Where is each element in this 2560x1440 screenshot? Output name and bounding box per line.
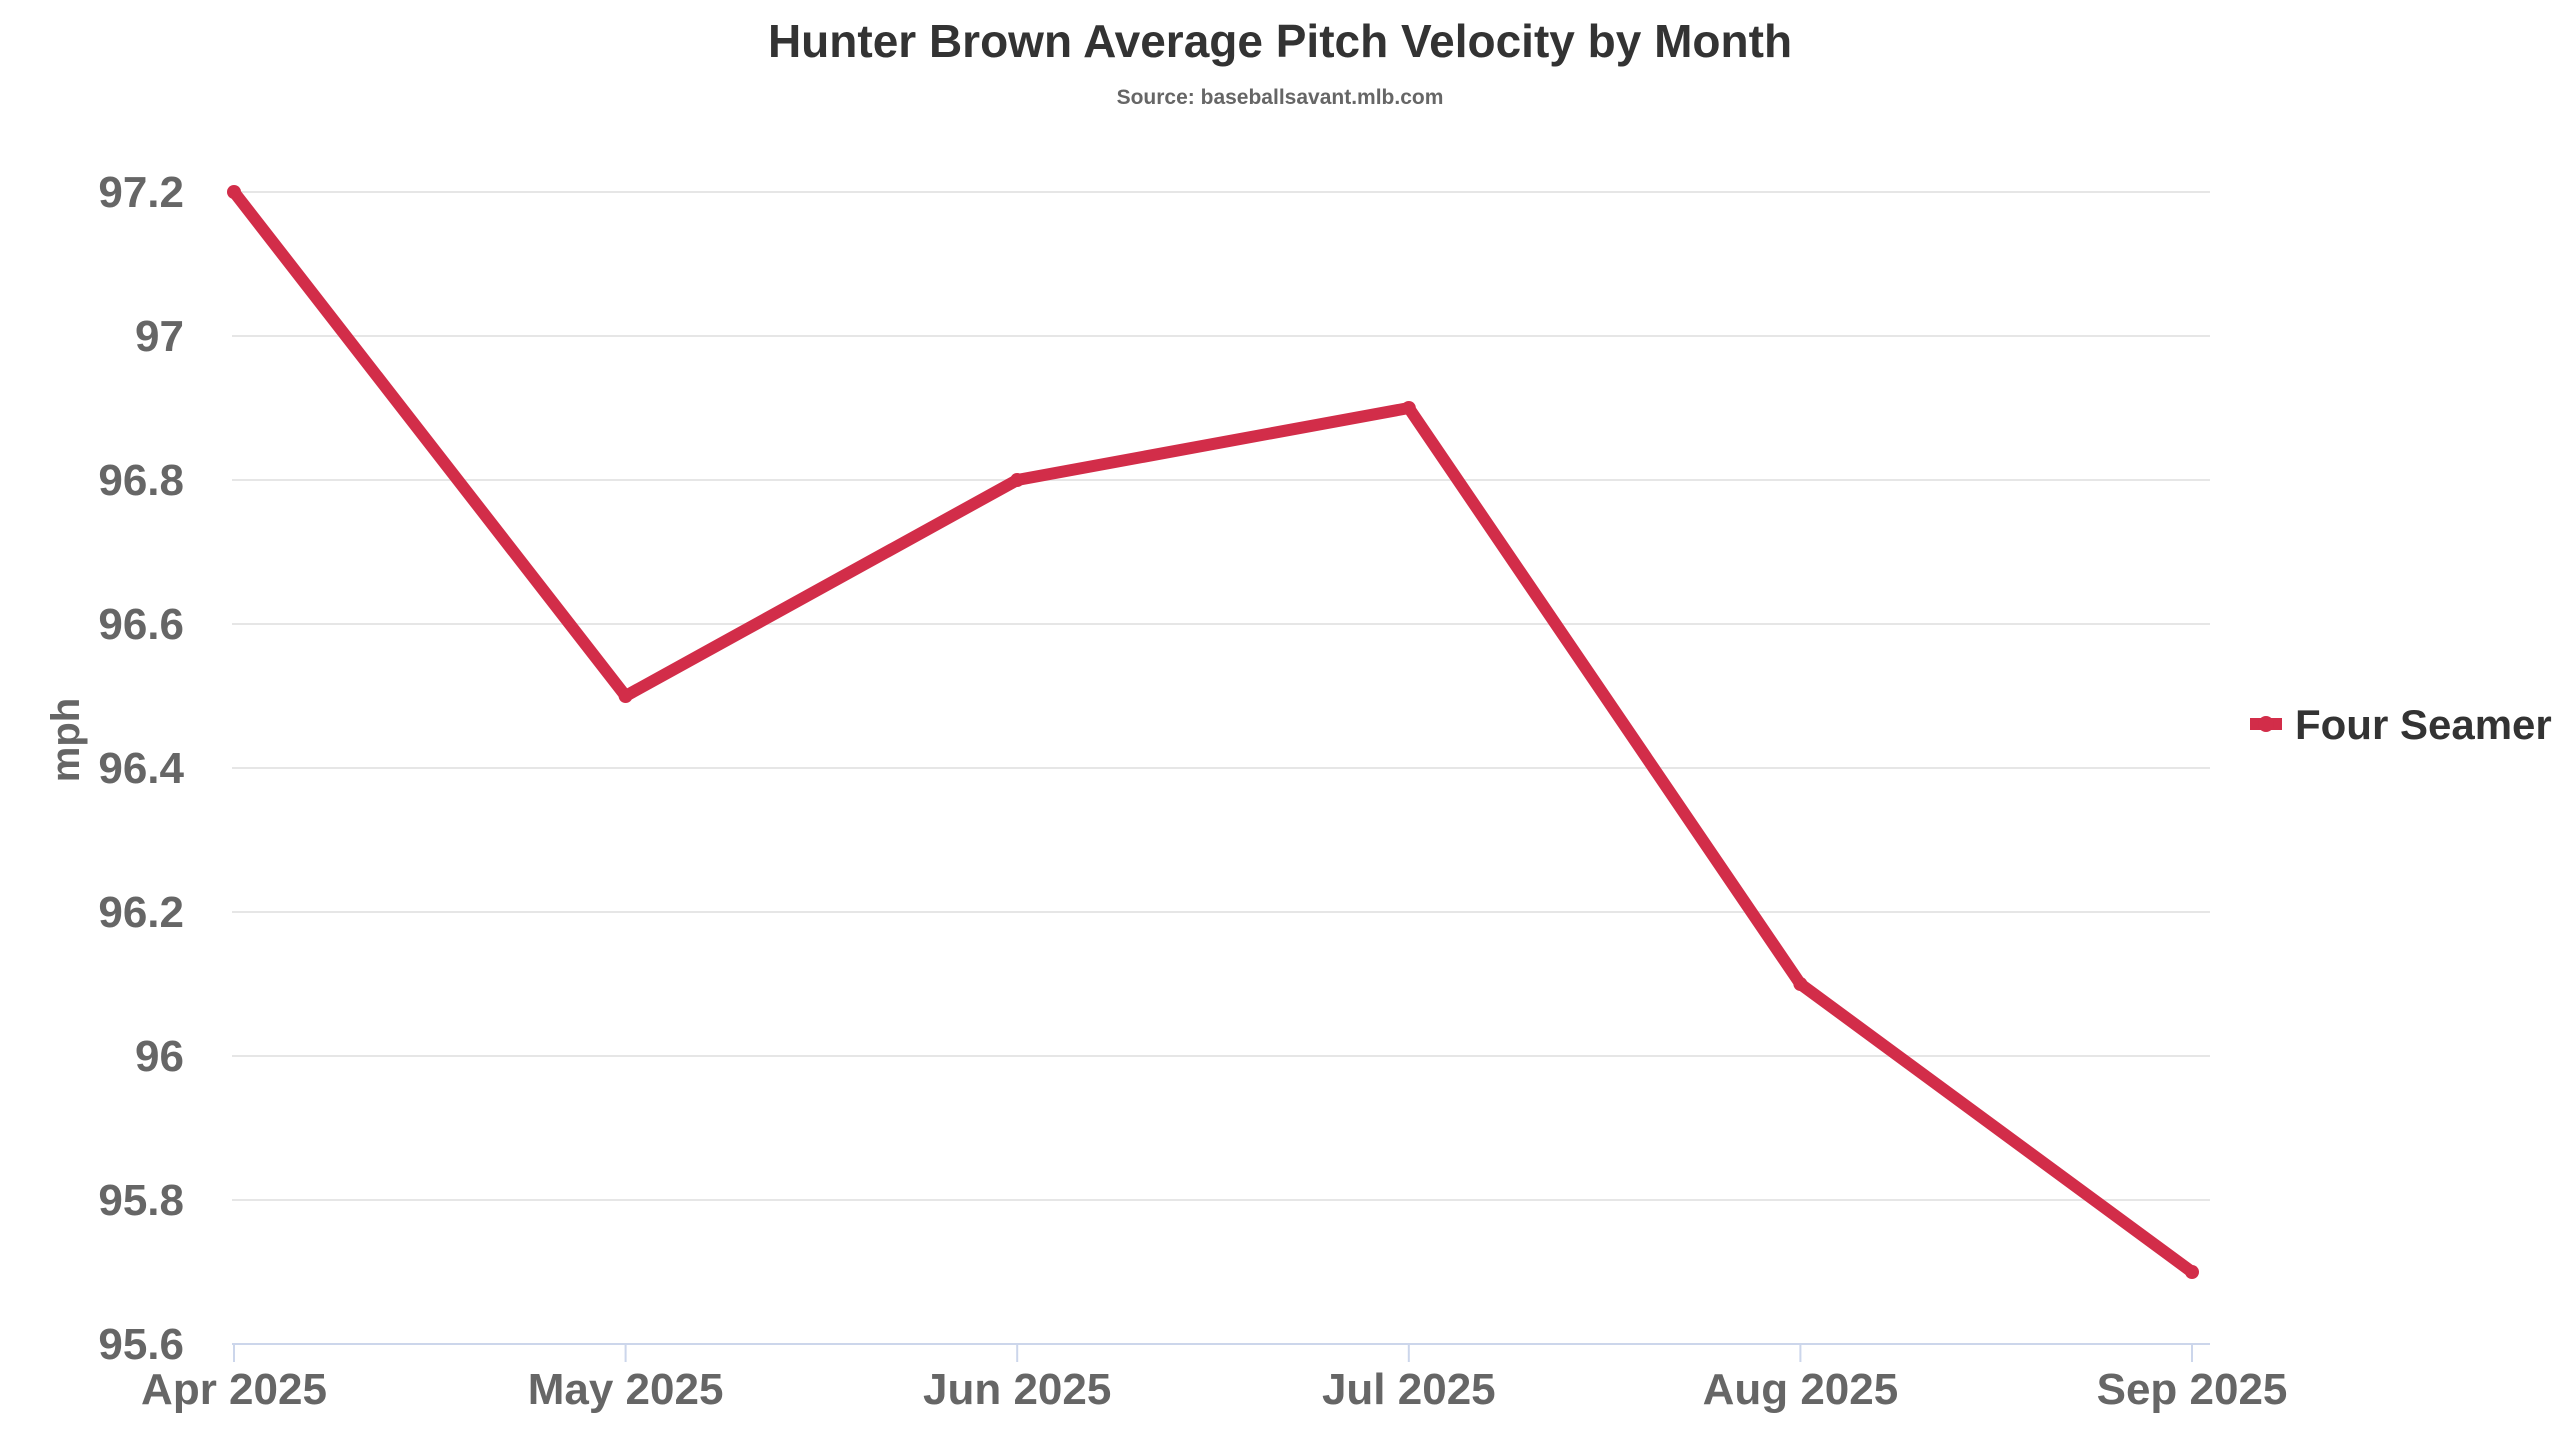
chart-title: Hunter Brown Average Pitch Velocity by M… xyxy=(768,15,1792,67)
grid-lines xyxy=(232,191,2210,1201)
y-tick-label: 96.2 xyxy=(98,888,184,937)
x-tick-label: Jun 2025 xyxy=(923,1365,1111,1414)
series-layer xyxy=(227,185,2199,1279)
y-tick-label: 96.4 xyxy=(98,744,184,793)
legend[interactable]: Four Seamer xyxy=(2250,701,2552,748)
data-point[interactable] xyxy=(1793,977,1808,991)
x-tick-label: Sep 2025 xyxy=(2097,1365,2288,1414)
data-point[interactable] xyxy=(618,689,633,703)
y-tick-label: 97.2 xyxy=(98,168,184,217)
data-point[interactable] xyxy=(2185,1265,2199,1279)
x-tick-label: Jul 2025 xyxy=(1322,1365,1496,1414)
legend-item-four-seamer[interactable]: Four Seamer xyxy=(2295,701,2552,748)
y-tick-label: 96 xyxy=(135,1032,184,1081)
x-tick-label: Aug 2025 xyxy=(1703,1365,1899,1414)
y-tick-label: 97 xyxy=(135,312,184,361)
x-tick-label: May 2025 xyxy=(528,1365,724,1414)
y-tick-label: 96.8 xyxy=(98,456,184,505)
chart-subtitle: Source: baseballsavant.mlb.com xyxy=(1117,86,1444,109)
y-axis: 95.6 95.8 96 96.2 96.4 96.6 96.8 97 97.2 xyxy=(98,168,184,1369)
x-axis-ticks: Apr 2025 May 2025 Jun 2025 Jul 2025 Aug 2025… xyxy=(141,1344,2287,1414)
data-point[interactable] xyxy=(227,185,241,199)
series-line-four-seamer[interactable] xyxy=(228,186,2198,1278)
y-tick-label: 95.6 xyxy=(98,1320,184,1369)
legend-marker-symbol xyxy=(2258,716,2274,732)
x-tick-label: Apr 2025 xyxy=(141,1365,327,1414)
y-tick-label: 96.6 xyxy=(98,600,184,649)
data-point[interactable] xyxy=(1401,401,1416,415)
y-tick-label: 95.8 xyxy=(98,1176,184,1225)
y-axis-title: mph xyxy=(44,698,88,782)
data-point[interactable] xyxy=(1010,473,1025,487)
